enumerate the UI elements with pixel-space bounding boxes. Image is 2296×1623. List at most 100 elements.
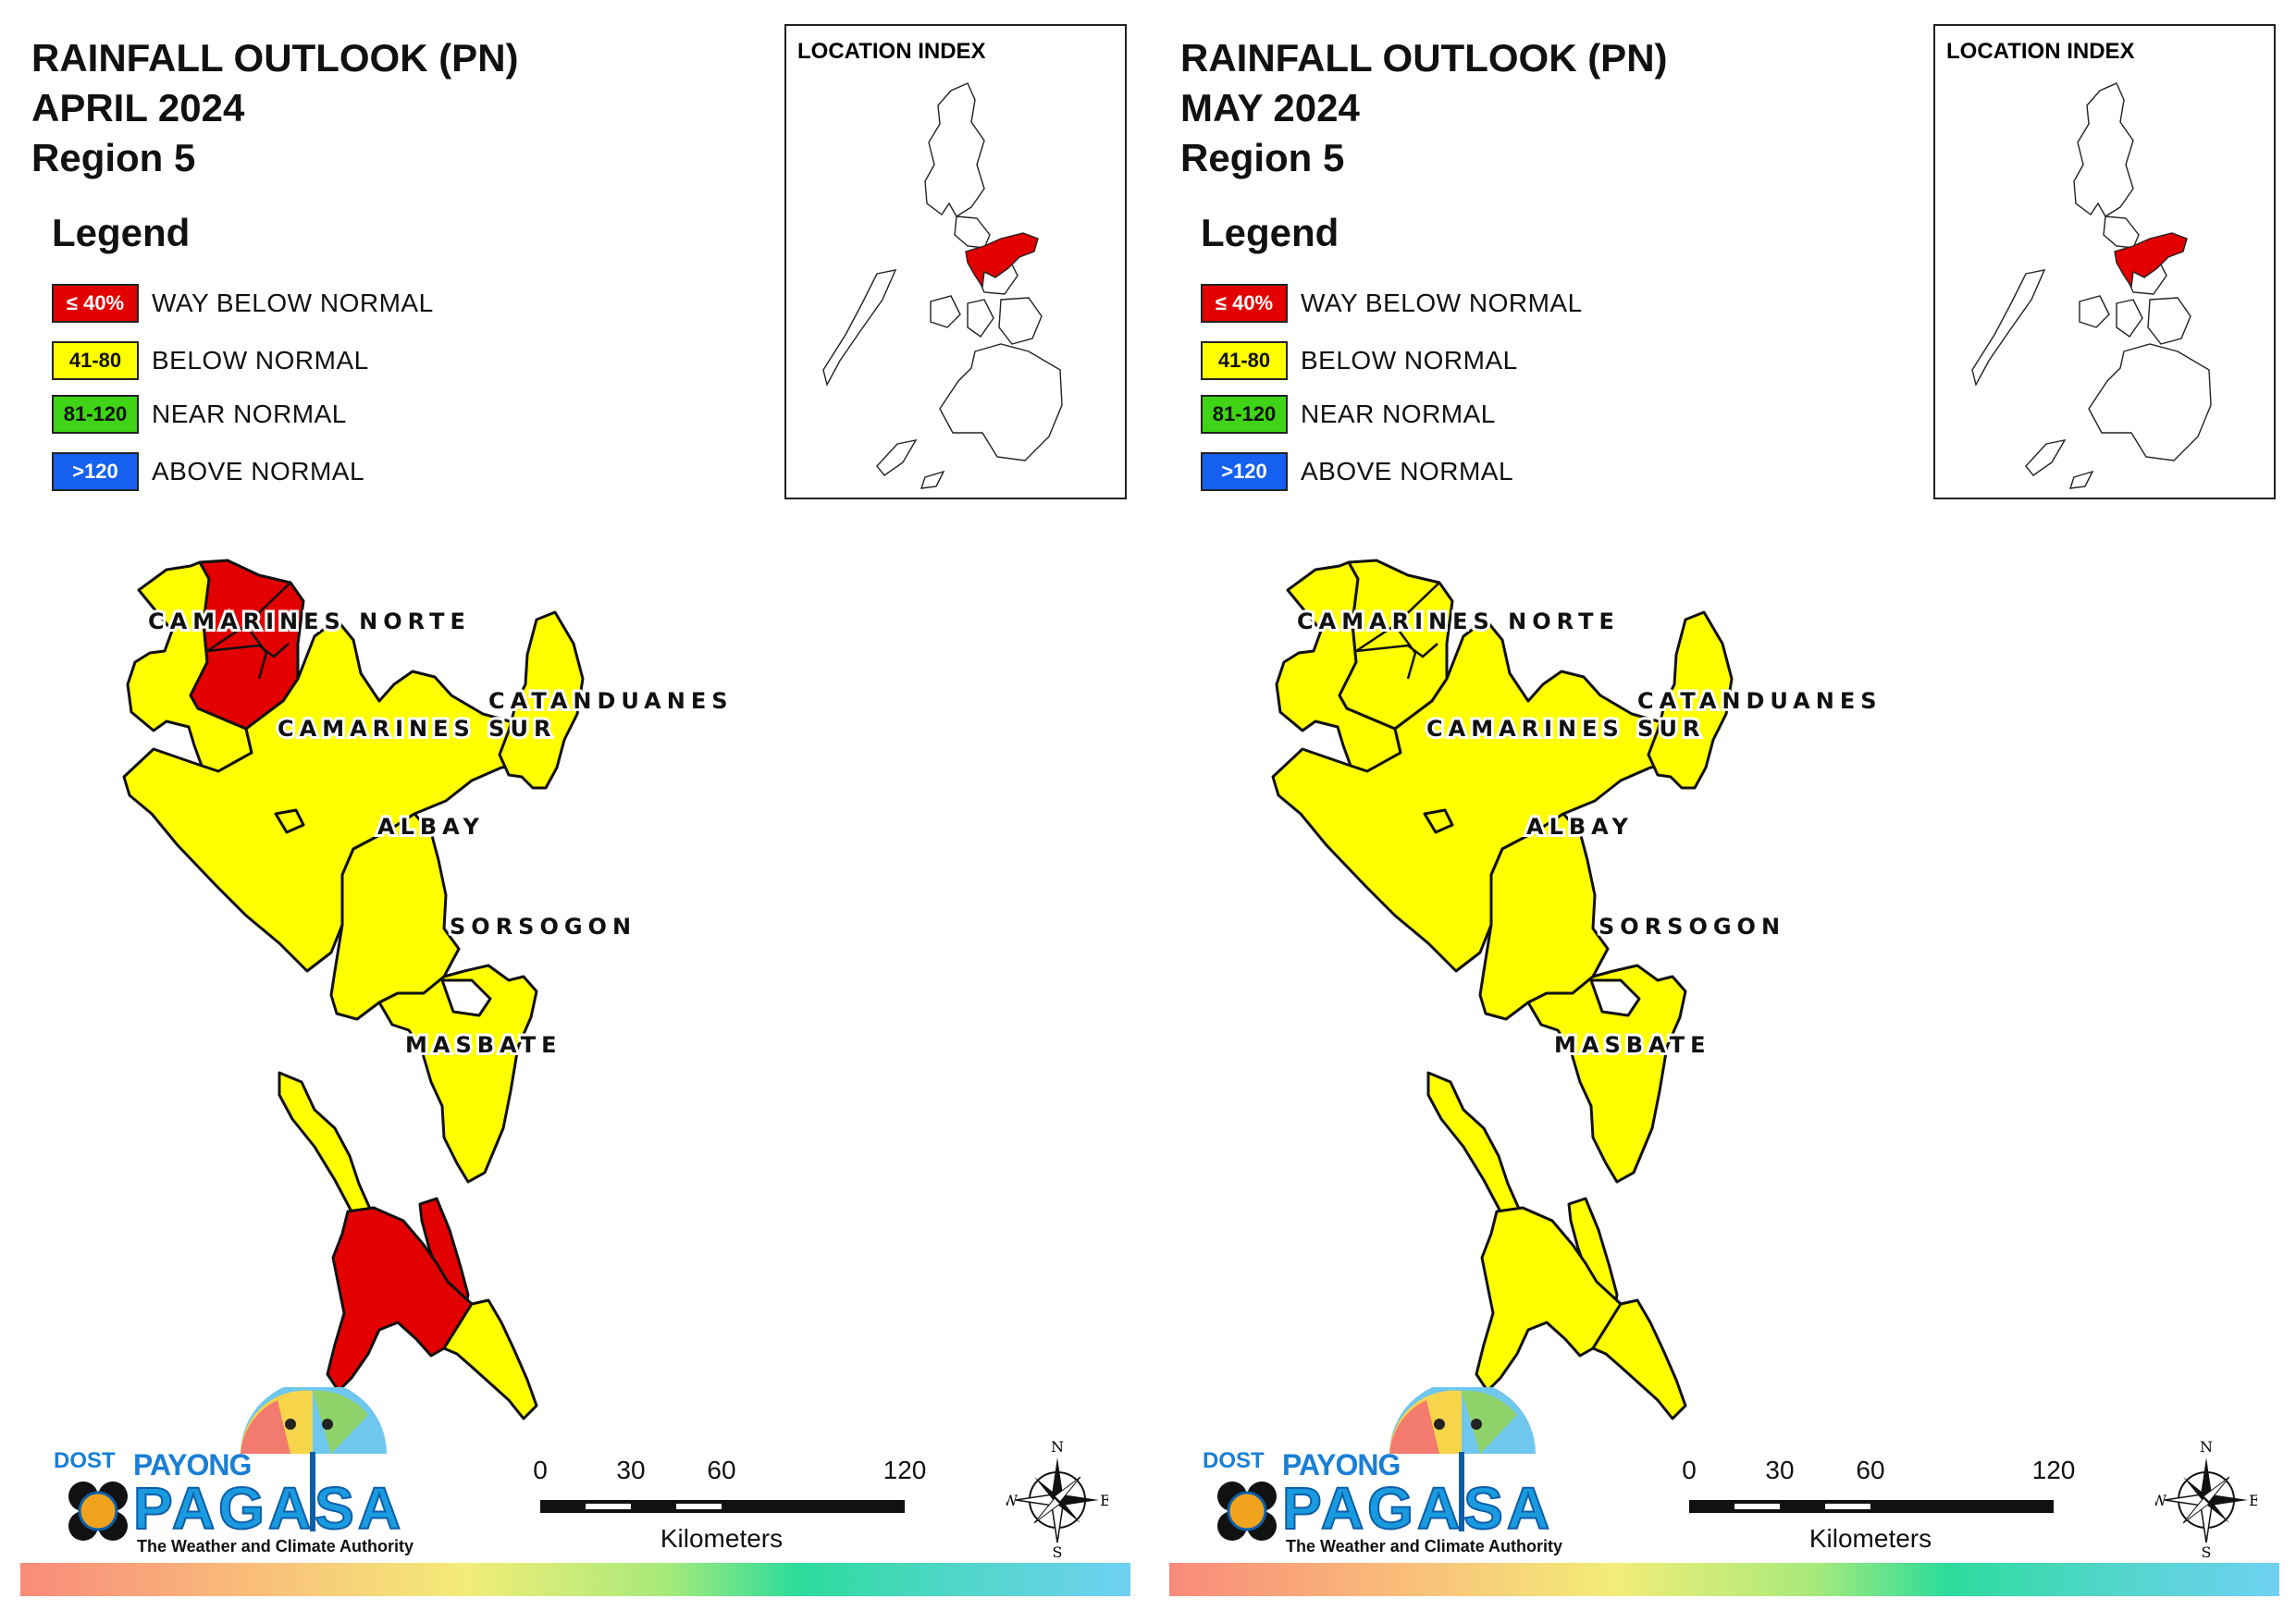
label-camarines-sur: CAMARINES SUR (1426, 716, 1705, 742)
legend-swatch: ≤ 40% (52, 284, 139, 323)
title-line-2: MAY 2024 (1180, 86, 1360, 129)
label-masbate: MASBATE (405, 1032, 562, 1058)
scale-tick: 120 (2031, 1456, 2076, 1484)
location-index-inset: LOCATION INDEX (784, 24, 1127, 499)
burias-island (1426, 1071, 1524, 1228)
region-5-highlight (965, 232, 1039, 289)
masbate-main-area (326, 1206, 474, 1393)
region-5-map: CAMARINES NORTE CAMARINES SUR CATANDUANE… (122, 559, 734, 1420)
legend-label: WAY BELOW NORMAL (152, 289, 434, 317)
region-5-map: CAMARINES NORTE CAMARINES SUR CATANDUANE… (1271, 559, 1882, 1420)
label-masbate: MASBATE (1554, 1032, 1711, 1058)
label-camarines-norte: CAMARINES NORTE (148, 609, 471, 634)
map-title: RAINFALL OUTLOOK (PN) APRIL 2024 Region … (31, 33, 519, 183)
footer-gradient-bar (1169, 1563, 2279, 1596)
masbate-southeast-area (442, 1298, 538, 1420)
sorsogon-area (377, 964, 538, 1184)
label-albay: ALBAY (377, 814, 485, 840)
legend-item-way-below-normal: ≤ 40% WAY BELOW NORMAL (52, 283, 434, 324)
location-index-inset: LOCATION INDEX (1933, 24, 2276, 499)
legend-swatch: 81-120 (52, 395, 139, 434)
label-catanduanes: CATANDUANES (488, 688, 734, 714)
catanduanes-area (1647, 610, 1734, 790)
legend-title: Legend (52, 211, 191, 254)
logo-pagasa-text: PAGASA (1281, 1474, 1554, 1543)
scale-tick: 60 (707, 1456, 736, 1484)
camarines-sur-area (122, 618, 535, 973)
region-5-highlight (2114, 232, 2188, 289)
legend-label: NEAR NORMAL (1301, 400, 1496, 428)
compass-s: S (1053, 1543, 1063, 1559)
legend-swatch: ≤ 40% (1201, 284, 1288, 323)
philippines-outline-map (822, 82, 1063, 489)
legend-swatch: 81-120 (1201, 395, 1288, 434)
legend-label: ABOVE NORMAL (152, 457, 365, 486)
legend-item-way-below-normal: ≤ 40% WAY BELOW NORMAL (1201, 283, 1583, 324)
legend-swatch: 41-80 (52, 341, 139, 380)
legend-item-below-normal: 41-80 BELOW NORMAL (1201, 340, 1518, 381)
title-line-1: RAINFALL OUTLOOK (PN) (31, 36, 519, 80)
compass-w: W (2155, 1492, 2167, 1509)
compass-s: S (2202, 1543, 2212, 1559)
logo-payong-text: PAYONG (1282, 1448, 1401, 1482)
scale-unit: Kilometers (660, 1524, 784, 1553)
pagasa-logo: DOST PAYONG PAGASA The Weather and Clima… (1184, 1387, 1562, 1563)
title-line-3: Region 5 (31, 136, 196, 179)
label-albay: ALBAY (1526, 814, 1634, 840)
label-catanduanes: CATANDUANES (1637, 688, 1882, 714)
label-sorsogon: SORSOGON (450, 914, 636, 940)
legend-item-above-normal: >120 ABOVE NORMAL (52, 451, 364, 492)
footer-gradient-bar (20, 1563, 1130, 1596)
scale-tick: 0 (533, 1456, 548, 1484)
legend-label: BELOW NORMAL (152, 346, 369, 375)
philippines-outline-map (1971, 82, 2212, 489)
legend-item-near-normal: 81-120 NEAR NORMAL (1201, 394, 1496, 435)
burias-island (278, 1071, 376, 1228)
legend-swatch: 41-80 (1201, 341, 1288, 380)
logo-dost-text: DOST (1203, 1448, 1265, 1473)
scale-bar-graphic (1689, 1500, 2054, 1513)
scale-tick: 30 (616, 1456, 646, 1484)
location-index-label: LOCATION INDEX (797, 39, 986, 64)
legend-item-near-normal: 81-120 NEAR NORMAL (52, 394, 347, 435)
scale-bar: 0 30 60 120 Kilometers (527, 1456, 926, 1557)
title-line-1: RAINFALL OUTLOOK (PN) (1180, 36, 1668, 80)
scale-unit: Kilometers (1808, 1524, 1932, 1553)
logo-tagline: The Weather and Climate Authority (137, 1537, 414, 1555)
albay-area (329, 812, 461, 1021)
april-2024-outlook-panel: RAINFALL OUTLOOK (PN) APRIL 2024 Region … (9, 0, 1147, 1623)
north-arrow: N S W E (2152, 1438, 2260, 1561)
camarines-sur-area (1271, 618, 1684, 973)
legend-swatch: >120 (52, 452, 139, 491)
legend-title: Legend (1201, 211, 1339, 254)
legend-label: NEAR NORMAL (152, 400, 347, 428)
title-line-2: APRIL 2024 (31, 86, 245, 129)
umbrella-icon (68, 1387, 387, 1541)
scale-bar: 0 30 60 120 Kilometers (1676, 1456, 2075, 1557)
logo-dost-text: DOST (54, 1448, 116, 1473)
compass-rose-icon: N S W E (1003, 1438, 1111, 1561)
masbate-main-area (1475, 1206, 1623, 1393)
sorsogon-area (1526, 964, 1687, 1184)
may-2024-outlook-panel: RAINFALL OUTLOOK (PN) MAY 2024 Region 5 … (1158, 0, 2296, 1623)
logo-pagasa-text: PAGASA (132, 1474, 405, 1543)
catanduanes-area (498, 610, 585, 790)
legend-item-above-normal: >120 ABOVE NORMAL (1201, 451, 1513, 492)
legend-label: ABOVE NORMAL (1301, 457, 1514, 486)
compass-n: N (1051, 1439, 1064, 1456)
legend-label: BELOW NORMAL (1301, 346, 1518, 375)
compass-e: E (2249, 1492, 2257, 1509)
title-line-3: Region 5 (1180, 136, 1345, 179)
scale-bar-graphic (540, 1500, 905, 1513)
logo-tagline: The Weather and Climate Authority (1286, 1537, 1563, 1555)
compass-rose-icon: N S W E (2152, 1438, 2260, 1561)
map-title: RAINFALL OUTLOOK (PN) MAY 2024 Region 5 (1180, 33, 1668, 183)
albay-area (1478, 812, 1610, 1021)
legend-swatch: >120 (1201, 452, 1288, 491)
scale-tick: 120 (883, 1456, 927, 1484)
scale-tick: 30 (1765, 1456, 1795, 1484)
label-camarines-norte: CAMARINES NORTE (1297, 609, 1620, 634)
scale-tick: 0 (1682, 1456, 1697, 1484)
compass-e: E (1100, 1492, 1108, 1509)
masbate-southeast-area (1591, 1298, 1687, 1420)
